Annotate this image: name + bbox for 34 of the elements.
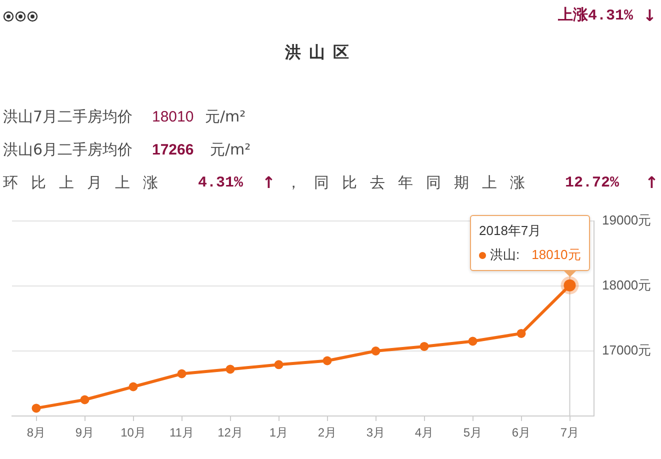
text: 洪山6月二手房均价 bbox=[3, 140, 133, 159]
y-tick-label: 18000元 bbox=[602, 278, 652, 293]
x-tick-label: 8月 bbox=[26, 426, 46, 440]
text: 元/m² bbox=[210, 140, 251, 159]
text: 12.72% bbox=[565, 174, 620, 192]
x-tick-label: 4月 bbox=[414, 426, 434, 440]
x-tick-label: 6月 bbox=[512, 426, 531, 440]
text: ↑ bbox=[645, 172, 658, 192]
annotation: 18010元 bbox=[532, 246, 581, 264]
text: ↑ bbox=[262, 172, 276, 192]
y-tick-label: 17000元 bbox=[602, 342, 652, 358]
text: 4.31% bbox=[198, 174, 244, 192]
annotation: 2018年7月 bbox=[479, 222, 542, 240]
y-tick-label: 19000元 bbox=[602, 212, 652, 228]
x-tick-label: 1月 bbox=[269, 426, 288, 440]
annotation: 洪山: bbox=[490, 246, 520, 264]
text: 环比上月上涨 bbox=[3, 173, 171, 192]
text: 洪山7月二手房均价 bbox=[3, 107, 133, 126]
text: 元/m² bbox=[205, 107, 246, 126]
x-tick-label: 12月 bbox=[218, 426, 243, 440]
text: 18010 bbox=[152, 108, 194, 126]
text: ↓ bbox=[643, 6, 656, 26]
text: 上涨4.31% bbox=[558, 7, 634, 25]
x-tick-label: 2月 bbox=[318, 426, 337, 440]
x-tick-label: 9月 bbox=[75, 426, 94, 440]
x-tick-label: 5月 bbox=[463, 426, 482, 440]
text: 17266 bbox=[152, 141, 194, 159]
x-tick-label: 10月 bbox=[120, 426, 146, 440]
x-tick-label: 3月 bbox=[366, 426, 386, 440]
chart-title: 洪山区 bbox=[285, 42, 357, 64]
x-tick-label: 11月 bbox=[170, 426, 194, 440]
text: ，同比去年同期上涨 bbox=[286, 173, 538, 192]
tooltip: 2018年7月 洪山: 18010元 bbox=[470, 215, 590, 272]
x-tick-label: 7月 bbox=[560, 426, 580, 440]
